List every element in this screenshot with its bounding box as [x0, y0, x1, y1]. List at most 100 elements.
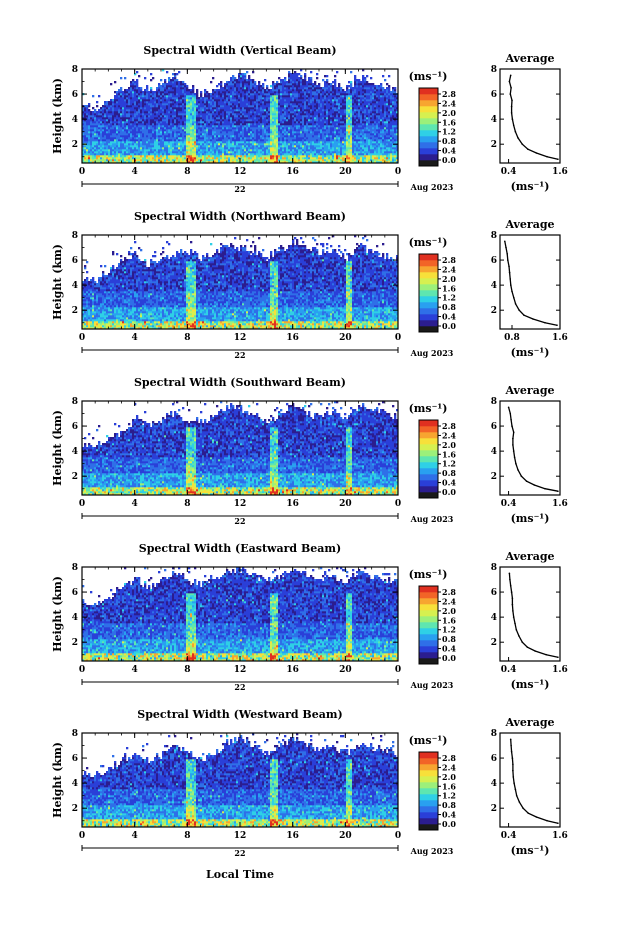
heatmap-cell [304, 139, 306, 141]
heatmap-cell [304, 135, 306, 137]
heatmap-cell [180, 143, 182, 145]
heatmap-cell [292, 131, 294, 133]
heatmap-cell [118, 113, 120, 115]
heatmap-cell [320, 105, 322, 107]
heatmap-cell [154, 141, 156, 143]
heatmap-cell [252, 95, 254, 97]
heatmap-cell [148, 149, 150, 151]
heatmap-cell [100, 129, 102, 131]
heatmap-cell [296, 109, 298, 111]
heatmap-cell [238, 155, 240, 157]
heatmap-cell [136, 123, 138, 125]
heatmap-cell [302, 99, 304, 101]
heatmap-cell [228, 107, 230, 109]
heatmap-cell [246, 129, 248, 131]
heatmap-cell [288, 85, 290, 87]
heatmap-cell [282, 97, 284, 99]
heatmap-cell [142, 115, 144, 117]
heatmap-cell [320, 119, 322, 121]
heatmap-cell [278, 133, 280, 135]
heatmap-cell [182, 115, 184, 117]
heatmap-cell [328, 147, 330, 149]
heatmap-cell [194, 117, 196, 119]
heatmap-cell [310, 133, 312, 135]
heatmap-cell [300, 155, 302, 157]
heatmap-cell [220, 93, 222, 95]
heatmap-cell [208, 151, 210, 153]
heatmap-cell [214, 149, 216, 151]
heatmap-cell [120, 125, 122, 127]
heatmap-cell [188, 107, 190, 109]
heatmap-cell [162, 147, 164, 149]
heatmap-cell [228, 81, 230, 83]
heatmap-cell [94, 157, 96, 159]
heatmap-cell [156, 91, 158, 93]
heatmap-cell [122, 125, 124, 127]
heatmap-cell [206, 141, 208, 143]
heatmap-cell [256, 103, 258, 105]
heatmap-cell [176, 119, 178, 121]
heatmap-cell [208, 121, 210, 123]
heatmap-cell [212, 135, 214, 137]
heatmap-cell [240, 123, 242, 125]
heatmap-cell [306, 91, 308, 93]
heatmap-cell [318, 101, 320, 103]
heatmap-cell [266, 141, 268, 143]
heatmap-cell [238, 89, 240, 91]
heatmap-cell [218, 135, 220, 137]
heatmap-cell [284, 91, 286, 93]
heatmap-cell [88, 129, 90, 131]
heatmap-cell [112, 159, 114, 161]
heatmap-cell [258, 159, 260, 161]
heatmap-cell [164, 97, 166, 99]
heatmap-cell [196, 115, 198, 117]
heatmap-cell [162, 129, 164, 131]
heatmap-cell [232, 93, 234, 95]
heatmap-cell [282, 109, 284, 111]
heatmap-cell [272, 99, 274, 101]
heatmap-cell [238, 129, 240, 131]
heatmap-cell [304, 123, 306, 125]
heatmap-cell [278, 113, 280, 115]
heatmap-cell [136, 117, 138, 119]
heatmap-cell [338, 157, 340, 159]
heatmap-cell [288, 111, 290, 113]
heatmap-cell [112, 129, 114, 131]
heatmap-cell [296, 121, 298, 123]
heatmap-cell [214, 129, 216, 131]
heatmap-cell [248, 147, 250, 149]
heatmap-cell [232, 157, 234, 159]
heatmap-cell [124, 103, 126, 105]
heatmap-cell [230, 117, 232, 119]
heatmap-cell [298, 135, 300, 137]
heatmap-cell [316, 135, 318, 137]
heatmap-cell [308, 141, 310, 143]
heatmap-cell [282, 129, 284, 131]
heatmap-cell [310, 153, 312, 155]
heatmap-cell [92, 95, 94, 97]
heatmap-cell [234, 105, 236, 107]
heatmap-cell [188, 117, 190, 119]
heatmap-cell [174, 147, 176, 149]
heatmap-cell [168, 139, 170, 141]
heatmap-cell [254, 113, 256, 115]
heatmap-cell [84, 135, 86, 137]
heatmap-cell [300, 131, 302, 133]
heatmap-cell [292, 101, 294, 103]
heatmap-cell [304, 145, 306, 147]
heatmap-cell [100, 145, 102, 147]
heatmap-cell [272, 151, 274, 153]
heatmap-cell [218, 93, 220, 95]
heatmap-cell [234, 117, 236, 119]
heatmap-cell [224, 83, 226, 85]
heatmap-cell [268, 123, 270, 125]
heatmap-cell [238, 107, 240, 109]
heatmap-cell [244, 87, 246, 89]
heatmap-cell [252, 97, 254, 99]
heatmap-cell [190, 113, 192, 115]
heatmap-cell [98, 109, 100, 111]
heatmap-cell [114, 105, 116, 107]
heatmap-cell [200, 99, 202, 101]
heatmap-cell [104, 105, 106, 107]
heatmap-cell [334, 131, 336, 133]
